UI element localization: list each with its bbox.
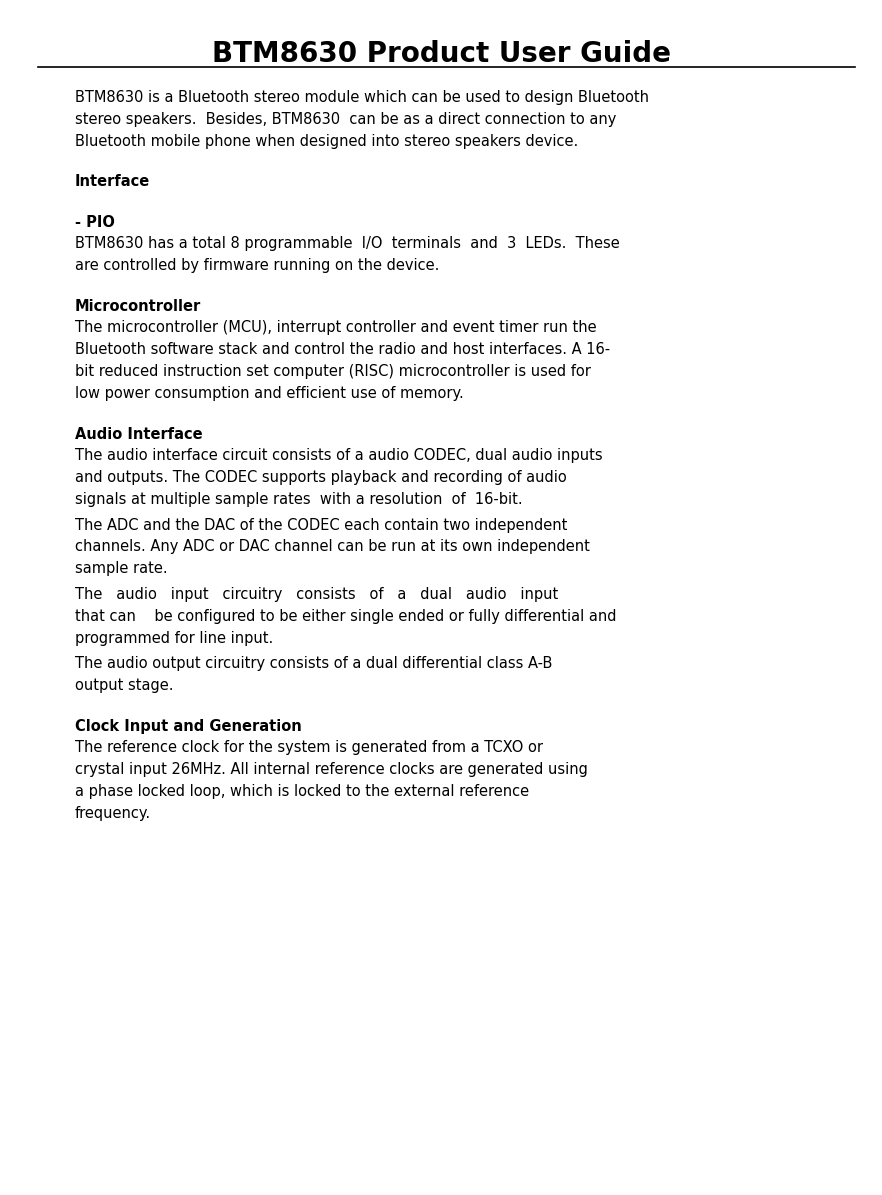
Text: Bluetooth mobile phone when designed into stereo speakers device.: Bluetooth mobile phone when designed int… [75, 134, 579, 148]
Text: The audio interface circuit consists of a audio CODEC, dual audio inputs: The audio interface circuit consists of … [75, 448, 602, 464]
Text: channels. Any ADC or DAC channel can be run at its own independent: channels. Any ADC or DAC channel can be … [75, 539, 590, 554]
Text: - PIO: - PIO [75, 215, 115, 229]
Text: signals at multiple sample rates  with a resolution  of  16-bit.: signals at multiple sample rates with a … [75, 492, 523, 507]
Text: programmed for line input.: programmed for line input. [75, 631, 273, 645]
Text: Audio Interface: Audio Interface [75, 427, 203, 442]
Text: Clock Input and Generation: Clock Input and Generation [75, 719, 302, 734]
Text: and outputs. The CODEC supports playback and recording of audio: and outputs. The CODEC supports playback… [75, 470, 567, 485]
Text: a phase locked loop, which is locked to the external reference: a phase locked loop, which is locked to … [75, 784, 529, 799]
Text: The reference clock for the system is generated from a TCXO or: The reference clock for the system is ge… [75, 741, 543, 755]
Text: frequency.: frequency. [75, 805, 151, 821]
Text: bit reduced instruction set computer (RISC) microcontroller is used for: bit reduced instruction set computer (RI… [75, 364, 591, 379]
Text: BTM8630 Product User Guide: BTM8630 Product User Guide [212, 39, 670, 68]
Text: low power consumption and efficient use of memory.: low power consumption and efficient use … [75, 386, 464, 400]
Text: Bluetooth software stack and control the radio and host interfaces. A 16-: Bluetooth software stack and control the… [75, 342, 610, 357]
Text: Microcontroller: Microcontroller [75, 299, 201, 314]
Text: sample rate.: sample rate. [75, 562, 168, 576]
Text: Interface: Interface [75, 174, 150, 189]
Text: stereo speakers.  Besides, BTM8630  can be as a direct connection to any: stereo speakers. Besides, BTM8630 can be… [75, 112, 617, 127]
Text: are controlled by firmware running on the device.: are controlled by firmware running on th… [75, 258, 439, 274]
Text: The audio output circuitry consists of a dual differential class A-B: The audio output circuitry consists of a… [75, 656, 552, 672]
Text: BTM8630 is a Bluetooth stereo module which can be used to design Bluetooth: BTM8630 is a Bluetooth stereo module whi… [75, 90, 649, 105]
Text: output stage.: output stage. [75, 679, 174, 693]
Text: that can    be configured to be either single ended or fully differential and: that can be configured to be either sing… [75, 608, 617, 624]
Text: BTM8630 has a total 8 programmable  I/O  terminals  and  3  LEDs.  These: BTM8630 has a total 8 programmable I/O t… [75, 237, 620, 251]
Text: The   audio   input   circuitry   consists   of   a   dual   audio   input: The audio input circuitry consists of a … [75, 587, 558, 602]
Text: The microcontroller (MCU), interrupt controller and event timer run the: The microcontroller (MCU), interrupt con… [75, 320, 596, 336]
Text: crystal input 26MHz. All internal reference clocks are generated using: crystal input 26MHz. All internal refere… [75, 762, 588, 777]
Text: The ADC and the DAC of the CODEC each contain two independent: The ADC and the DAC of the CODEC each co… [75, 517, 567, 533]
